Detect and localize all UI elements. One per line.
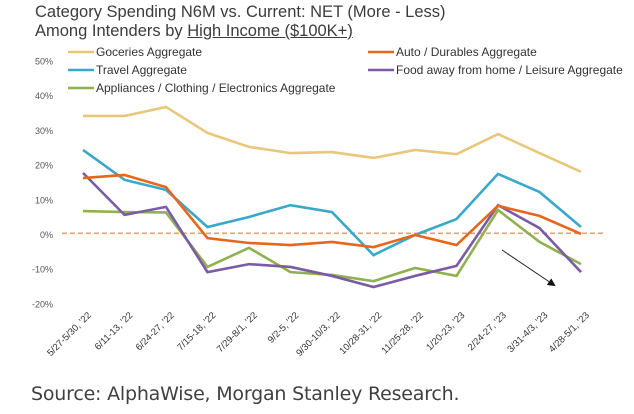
- legend-label: Food away from home / Leisure Aggregate: [396, 63, 623, 77]
- y-tick-label: 50%: [35, 57, 53, 67]
- x-tick-label: 6/11-13, '22: [93, 310, 136, 353]
- y-tick-label: 10%: [35, 195, 53, 205]
- x-tick-label: 6/24-27, '22: [134, 310, 177, 353]
- chart-title: Category Spending N6M vs. Current: NET (…: [35, 3, 446, 41]
- x-tick-label: 5/27-5/30, '22: [45, 310, 94, 359]
- x-tick-label: 4/28-5/1, '23: [547, 310, 592, 355]
- series-line-goceries-aggregate: [83, 105, 582, 174]
- x-tick-label: 9/30-10/3, '22: [294, 310, 343, 359]
- legend-label: Travel Aggregate: [96, 63, 187, 77]
- y-tick-label: -20%: [32, 299, 53, 309]
- chart-title-underlined: High Income ($100K+): [187, 22, 353, 40]
- source-note: Source: AlphaWise, Morgan Stanley Resear…: [31, 383, 460, 405]
- chart-title-prefix: Among Intenders by: [35, 22, 188, 40]
- y-axis: 50% 40% 30% 20% 10% 0% -10% -20%: [32, 57, 53, 310]
- y-tick-label: 0%: [40, 230, 53, 240]
- x-tick-label: 2/24-27, '23: [466, 310, 509, 353]
- chart-title-line2: Among Intenders by High Income ($100K+): [35, 22, 446, 41]
- chart-title-line1: Category Spending N6M vs. Current: NET (…: [35, 3, 446, 21]
- series-lines: [82, 105, 582, 289]
- y-tick-label: 40%: [35, 91, 53, 101]
- x-tick-label: 1/20-23, '23: [424, 310, 467, 353]
- annotation-group: [501, 249, 556, 287]
- x-tick-label: 11/25-28, '22: [380, 310, 426, 356]
- x-tick-label: 10/28-31, '22: [338, 310, 385, 357]
- y-tick-label: 30%: [35, 126, 53, 136]
- legend-label: Goceries Aggregate: [96, 45, 202, 59]
- y-tick-label: -10%: [32, 265, 53, 275]
- x-axis: 5/27-5/30, '226/11-13, '226/24-27, '227/…: [45, 310, 592, 359]
- x-tick-label: 7/29-8/1, '22: [215, 310, 260, 355]
- legend-label: Appliances / Clothing / Electronics Aggr…: [96, 81, 336, 95]
- legend: Goceries Aggregate Travel Aggregate Applia…: [68, 45, 623, 95]
- series-line-appliances-clothing-electronics-aggregate: [82, 208, 582, 283]
- y-tick-label: 20%: [35, 161, 53, 171]
- series-line-food-away-from-home-leisure-aggregate: [82, 171, 582, 289]
- trend-arrow-icon: [501, 249, 556, 287]
- x-tick-label: 3/31-4/3, '23: [505, 310, 550, 355]
- x-tick-label: 7/15-18, '22: [175, 310, 218, 353]
- series-line-travel-aggregate: [82, 148, 582, 257]
- x-tick-label: 9/2-5, '22: [266, 310, 302, 346]
- legend-label: Auto / Durables Aggregate: [396, 45, 537, 59]
